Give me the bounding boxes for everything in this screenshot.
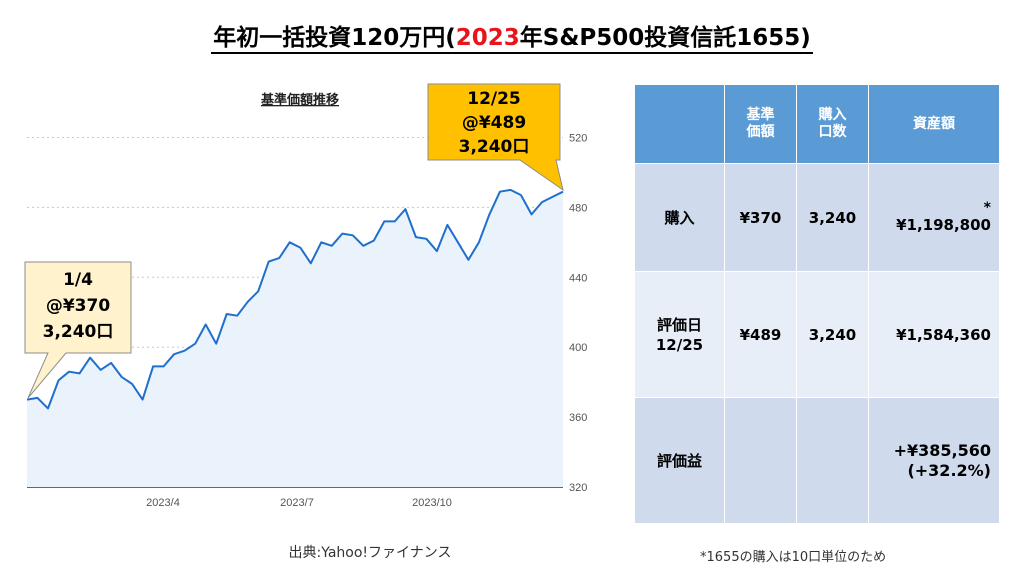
table-row-valuation: 評価日 12/25 ¥489 3,240 ¥1,584,360 <box>634 271 1000 399</box>
y-tick-label: 440 <box>569 272 587 284</box>
summary-table: 基準 価額 購入 口数 資産額 購入 ¥370 3,240 * ¥1,198,8… <box>634 84 1000 524</box>
footnote: *1655の購入は10口単位のため <box>700 550 887 565</box>
callout-start-price: @¥370 <box>46 296 110 316</box>
callout-end-price: @¥489 <box>462 113 526 133</box>
callout-end-units: 3,240口 <box>459 137 530 157</box>
gain-percent: (+32.2%) <box>907 460 991 480</box>
row-units: 3,240 <box>796 162 869 273</box>
row-amount: * ¥1,198,800 <box>868 162 1000 273</box>
y-tick-label: 320 <box>569 482 587 494</box>
amount-value: ¥1,198,800 <box>896 215 991 234</box>
table-header-row: 基準 価額 購入 口数 資産額 <box>634 84 1000 164</box>
row-units <box>796 397 869 524</box>
y-tick-label: 400 <box>569 342 587 354</box>
callout-end: 12/25 @¥489 3,240口 <box>427 83 564 192</box>
x-tick-label: 2023/4 <box>146 497 180 509</box>
row-amount: +¥385,560 (+32.2%) <box>868 397 1000 524</box>
chart-ticks: 320 360 400 440 480 520 2023/4 2023/7 2023/10 <box>146 132 587 509</box>
row-amount: ¥1,584,360 <box>868 271 1000 399</box>
x-tick-label: 2023/10 <box>412 497 452 509</box>
row-label: 購入 <box>634 162 725 273</box>
y-tick-label: 480 <box>569 202 587 214</box>
page-title: 年初一括投資120万円(2023年S&P500投資信託1655) <box>0 18 1024 54</box>
title-prefix: 年初一括投資120万円( <box>213 25 456 51</box>
row-price <box>724 397 797 524</box>
x-tick-label: 2023/7 <box>280 497 314 509</box>
title-year: 2023 <box>455 25 520 51</box>
callout-start-date: 1/4 <box>63 270 93 290</box>
callout-start: 1/4 @¥370 3,240口 <box>24 261 132 399</box>
callout-end-date: 12/25 <box>467 89 521 109</box>
header-price: 基準 価額 <box>724 84 797 164</box>
row-label: 評価日 12/25 <box>634 271 725 399</box>
y-tick-label: 520 <box>569 132 587 144</box>
gain-value: +¥385,560 <box>893 440 991 460</box>
table-row-purchase: 購入 ¥370 3,240 * ¥1,198,800 <box>634 162 1000 273</box>
amount-asterisk: * <box>983 199 991 216</box>
header-units: 購入 口数 <box>796 84 869 164</box>
header-amount: 資産額 <box>868 84 1000 164</box>
price-area <box>27 189 563 487</box>
price-chart: 基準価額推移 320 360 400 440 480 520 2023/4 2023/7 202… <box>24 83 587 509</box>
price-line <box>26 188 564 410</box>
row-label: 評価益 <box>634 397 725 524</box>
row-price: ¥489 <box>724 271 797 399</box>
row-units: 3,240 <box>796 271 869 399</box>
chart-title: 基準価額推移 <box>260 92 339 108</box>
callout-start-units: 3,240口 <box>43 322 114 342</box>
row-price: ¥370 <box>724 162 797 273</box>
header-blank <box>634 84 725 164</box>
source-note: 出典:Yahoo!ファイナンス <box>288 545 452 561</box>
table-row-gain: 評価益 +¥385,560 (+32.2%) <box>634 397 1000 524</box>
title-suffix: 年S&P500投資信託1655) <box>519 25 811 51</box>
y-tick-label: 360 <box>569 412 587 424</box>
